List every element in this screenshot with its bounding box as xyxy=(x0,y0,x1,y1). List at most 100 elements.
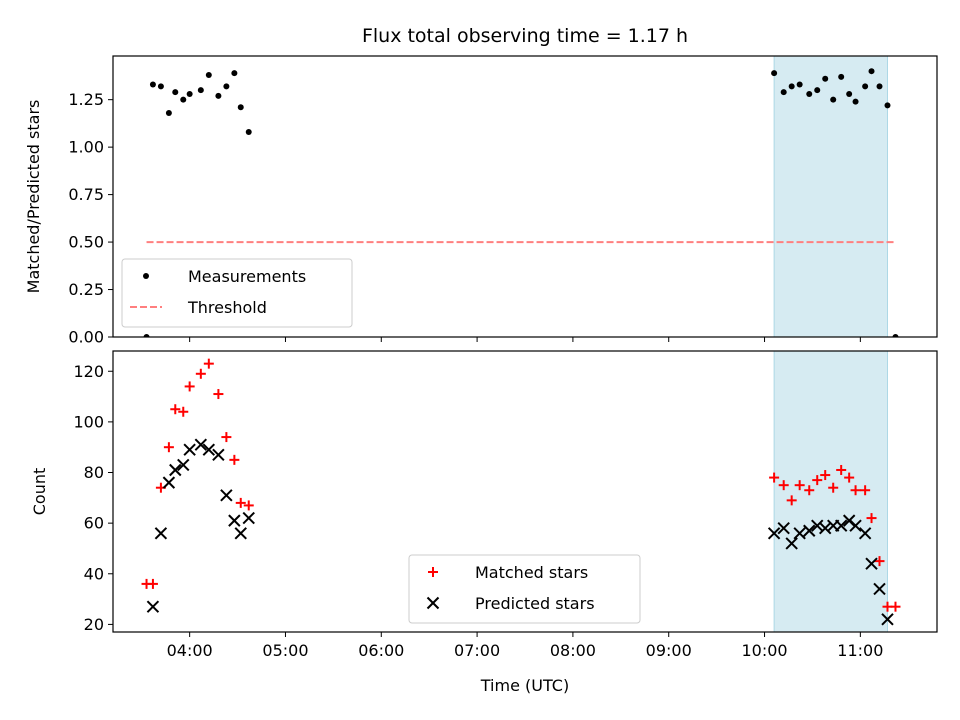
marker-d2 xyxy=(873,582,886,596)
matched-star-point xyxy=(184,381,195,392)
y-tick-label: 20 xyxy=(84,615,104,634)
legend: Measurements Threshold xyxy=(121,258,353,328)
matched-star-point xyxy=(195,368,206,379)
legend: Matched stars Predicted stars xyxy=(408,554,641,624)
measurement-point xyxy=(788,83,795,90)
measurement-point xyxy=(172,89,179,96)
predicted-star-point xyxy=(194,438,208,451)
legend-label: Threshold xyxy=(187,298,267,317)
marker-d2 xyxy=(858,527,872,540)
matched-star-point xyxy=(235,497,246,508)
x-tick-label: 08:00 xyxy=(550,641,596,660)
legend-frame xyxy=(121,258,353,328)
measurement-point xyxy=(215,92,222,99)
y-tick-label: 80 xyxy=(84,463,104,482)
marker-d2 xyxy=(183,443,196,456)
measurement-point xyxy=(862,83,869,90)
marker-d2 xyxy=(177,458,190,472)
matched-star-point xyxy=(178,406,189,417)
x-tick-label: 04:00 xyxy=(167,641,213,660)
y-tick-label: 40 xyxy=(84,564,104,583)
matched-star-point xyxy=(221,432,232,443)
panel-marks xyxy=(141,358,901,626)
predicted-star-point xyxy=(183,443,196,456)
measurement-point xyxy=(830,96,837,103)
y-axis-label: Matched/Predicted stars xyxy=(24,100,43,294)
y-tick-label: 1.00 xyxy=(68,138,104,157)
predicted-star-point xyxy=(169,463,182,477)
measurement-point xyxy=(186,90,193,97)
measurement-point xyxy=(165,109,172,116)
matched-star-point xyxy=(812,475,823,486)
x-tick-label: 05:00 xyxy=(262,641,308,660)
marker-d2 xyxy=(785,537,798,550)
matched-star-point xyxy=(147,578,158,589)
predicted-star-point xyxy=(212,448,225,461)
marker-d2 xyxy=(803,524,816,537)
y-tick-label: 120 xyxy=(73,362,104,381)
predicted-star-point xyxy=(202,443,216,456)
marker-d2 xyxy=(842,514,856,527)
measurement-point xyxy=(884,102,891,109)
predicted-star-point xyxy=(865,557,878,570)
marker-d2 xyxy=(162,476,176,489)
measurement-point xyxy=(149,81,156,88)
predicted-star-point xyxy=(803,524,816,537)
predicted-star-point xyxy=(162,476,176,489)
marker-d2 xyxy=(793,527,806,540)
matched-star-point xyxy=(836,464,847,475)
predicted-star-point xyxy=(811,519,824,532)
axes-frame xyxy=(112,55,938,338)
predicted-star-point xyxy=(146,600,160,613)
predicted-star-point xyxy=(220,489,233,502)
marker-d2 xyxy=(767,527,781,540)
measurement-point xyxy=(780,89,787,96)
y-tick-label: 1.25 xyxy=(68,90,104,109)
legend-label: Measurements xyxy=(188,267,306,286)
measurement-point xyxy=(852,98,859,105)
measurement-point xyxy=(237,104,244,111)
measurement-point xyxy=(157,83,164,90)
measurement-point xyxy=(806,90,813,97)
measurement-point xyxy=(892,334,899,337)
matched-star-point xyxy=(828,482,839,493)
marker-d2 xyxy=(881,613,894,626)
matched-star-point xyxy=(874,556,885,567)
matched-star-point xyxy=(866,513,877,524)
y-axis-label: Count xyxy=(30,468,49,516)
marker-d2 xyxy=(146,600,160,613)
legend-frame xyxy=(408,554,641,624)
marker-d2 xyxy=(849,519,862,532)
matched-star-point xyxy=(860,485,871,496)
measurement-point xyxy=(876,83,883,90)
matched-star-point xyxy=(769,472,780,483)
predicted-star-point xyxy=(849,519,862,532)
marker-d2 xyxy=(234,527,247,540)
matched-star-point xyxy=(170,404,181,415)
y-tick-label: 60 xyxy=(84,514,104,533)
marker-d2 xyxy=(819,522,832,535)
measurement-point xyxy=(846,90,853,97)
predicted-star-point xyxy=(834,519,848,532)
y-tick-label: 0.25 xyxy=(68,280,104,299)
marker-d2 xyxy=(242,511,255,525)
x-tick-label: 09:00 xyxy=(646,641,692,660)
legend-label: Matched stars xyxy=(475,563,588,582)
x-tick-label: 11:00 xyxy=(837,641,883,660)
legend-label: Predicted stars xyxy=(475,594,595,613)
highlight-span xyxy=(773,350,888,633)
measurement-point xyxy=(814,87,821,94)
measurement-point xyxy=(245,128,252,135)
matched-star-point xyxy=(213,389,224,400)
y-tick-label: 100 xyxy=(73,412,104,431)
marker-d2 xyxy=(228,514,241,527)
marker-d2 xyxy=(169,463,182,477)
predicted-star-point xyxy=(819,522,832,535)
legend-matched-swatch xyxy=(428,567,438,577)
x-axis-label: Time (UTC) xyxy=(480,676,569,695)
x-tick-label: 06:00 xyxy=(358,641,404,660)
marker-d2 xyxy=(154,527,168,540)
predicted-star-point xyxy=(785,537,798,550)
predicted-star-point xyxy=(154,527,168,540)
